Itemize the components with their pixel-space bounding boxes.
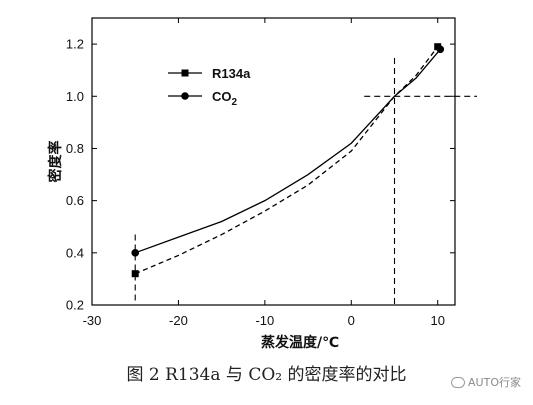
legend-marker-square <box>181 69 189 77</box>
data-point-co2 <box>131 249 140 257</box>
x-axis-title: 蒸发温度/℃ <box>261 334 339 351</box>
series-line-r134a <box>134 46 439 275</box>
x-tick-label: -10 <box>255 313 274 328</box>
legend: R134a CO2 <box>168 66 251 108</box>
data-point-co2 <box>436 45 445 54</box>
figure-caption: 图 2 R134a 与 CO₂ 的密度率的对比 <box>126 365 407 385</box>
x-tick-label: 0 <box>348 313 355 328</box>
y-tick-label: 1.0 <box>66 89 84 104</box>
data-point-r134a <box>131 270 139 278</box>
watermark-text: AUTO行家 <box>468 376 521 389</box>
y-tick-label: 0.6 <box>66 193 84 208</box>
chart: -30 -20 -10 0 100.20.40.60.81.01.2蒸发温度/℃密度率 … <box>47 17 477 351</box>
watermark: AUTO行家 <box>451 374 521 390</box>
plot-frame <box>91 17 456 306</box>
y-tick-label: 1.2 <box>66 37 84 52</box>
x-tick-label: 10 <box>430 313 444 328</box>
x-tick-label: -30 <box>83 313 102 328</box>
wechat-icon <box>451 376 466 388</box>
legend-marker-circle <box>181 92 189 100</box>
legend-label: R134a <box>212 66 251 81</box>
plot-area <box>131 43 477 305</box>
legend-label: CO2 <box>212 89 238 108</box>
y-axis-title: 密度率 <box>47 141 64 184</box>
y-tick-label: 0.8 <box>66 141 84 156</box>
series-line-co2 <box>134 48 441 254</box>
y-tick-label: 0.4 <box>66 245 84 260</box>
y-tick-label: 0.2 <box>66 298 84 313</box>
axes: -30 -20 -10 0 10 0.2 0.4 0.6 0.8 1.0 1.2 蒸发温度/℃ 密度率 <box>47 17 456 351</box>
x-tick-label: -20 <box>169 313 188 328</box>
